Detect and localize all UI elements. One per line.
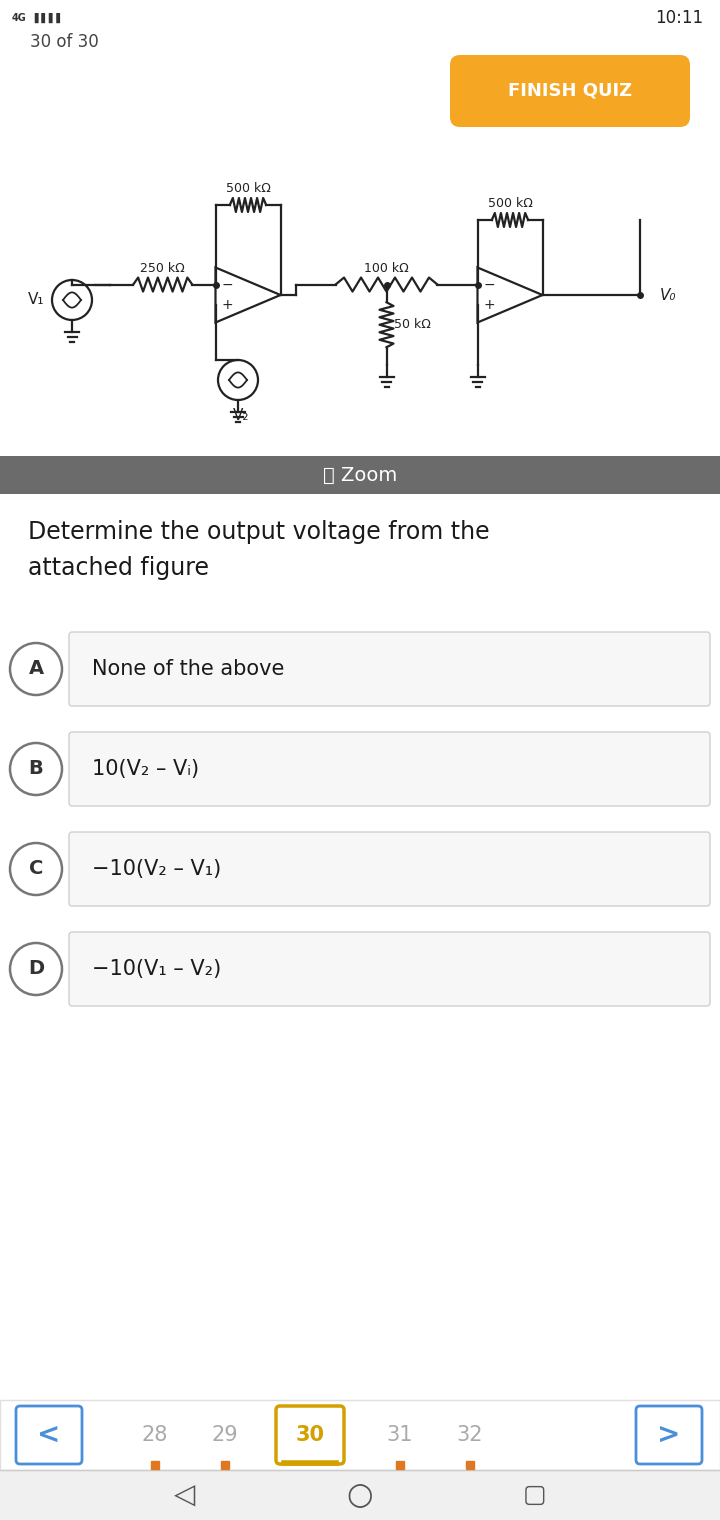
Text: 30 of 30: 30 of 30 xyxy=(30,33,99,52)
Text: V₀: V₀ xyxy=(660,287,677,302)
Text: 29: 29 xyxy=(212,1426,238,1446)
FancyBboxPatch shape xyxy=(0,0,720,461)
Text: <: < xyxy=(37,1421,60,1449)
FancyBboxPatch shape xyxy=(0,494,720,1520)
FancyBboxPatch shape xyxy=(636,1406,702,1464)
Text: 500 kΩ: 500 kΩ xyxy=(487,198,532,210)
Text: 10(V₂ – Vᵢ): 10(V₂ – Vᵢ) xyxy=(92,758,199,778)
Text: ◁: ◁ xyxy=(174,1480,196,1509)
Text: A: A xyxy=(28,660,44,678)
FancyBboxPatch shape xyxy=(0,1470,720,1520)
Text: −10(V₂ – V₁): −10(V₂ – V₁) xyxy=(92,859,221,879)
Text: 🔍 Zoom: 🔍 Zoom xyxy=(323,465,397,485)
Text: >: > xyxy=(657,1421,680,1449)
Text: −: − xyxy=(484,278,495,292)
FancyBboxPatch shape xyxy=(69,733,710,806)
Text: 30: 30 xyxy=(295,1426,325,1446)
Text: 50 kΩ: 50 kΩ xyxy=(395,318,431,331)
Text: 28: 28 xyxy=(142,1426,168,1446)
FancyBboxPatch shape xyxy=(69,831,710,906)
FancyBboxPatch shape xyxy=(276,1406,344,1464)
Text: None of the above: None of the above xyxy=(92,660,284,679)
Text: ▐▐▐▐: ▐▐▐▐ xyxy=(30,12,60,23)
Text: −10(V₁ – V₂): −10(V₁ – V₂) xyxy=(92,959,221,979)
Text: attached figure: attached figure xyxy=(28,556,209,581)
Text: −: − xyxy=(222,278,233,292)
Text: ▢: ▢ xyxy=(523,1484,546,1506)
Text: C: C xyxy=(29,859,43,879)
Text: +: + xyxy=(222,298,233,313)
FancyBboxPatch shape xyxy=(16,1406,82,1464)
Text: 4G: 4G xyxy=(12,14,27,23)
Text: B: B xyxy=(29,760,43,778)
Text: 31: 31 xyxy=(387,1426,413,1446)
Text: Determine the output voltage from the: Determine the output voltage from the xyxy=(28,520,490,544)
Text: D: D xyxy=(28,959,44,979)
Text: FINISH QUIZ: FINISH QUIZ xyxy=(508,82,632,100)
FancyBboxPatch shape xyxy=(450,55,690,128)
Text: 250 kΩ: 250 kΩ xyxy=(140,261,185,275)
Text: ○: ○ xyxy=(347,1480,373,1509)
Text: +: + xyxy=(484,298,495,313)
Text: 100 kΩ: 100 kΩ xyxy=(364,261,409,275)
Text: V₁: V₁ xyxy=(27,292,44,307)
FancyBboxPatch shape xyxy=(0,1400,720,1470)
FancyBboxPatch shape xyxy=(69,632,710,705)
FancyBboxPatch shape xyxy=(69,932,710,1006)
Text: 32: 32 xyxy=(456,1426,483,1446)
Text: V₂: V₂ xyxy=(233,407,250,423)
FancyBboxPatch shape xyxy=(0,456,720,494)
Text: 500 kΩ: 500 kΩ xyxy=(225,182,271,195)
Text: 10:11: 10:11 xyxy=(655,9,703,27)
